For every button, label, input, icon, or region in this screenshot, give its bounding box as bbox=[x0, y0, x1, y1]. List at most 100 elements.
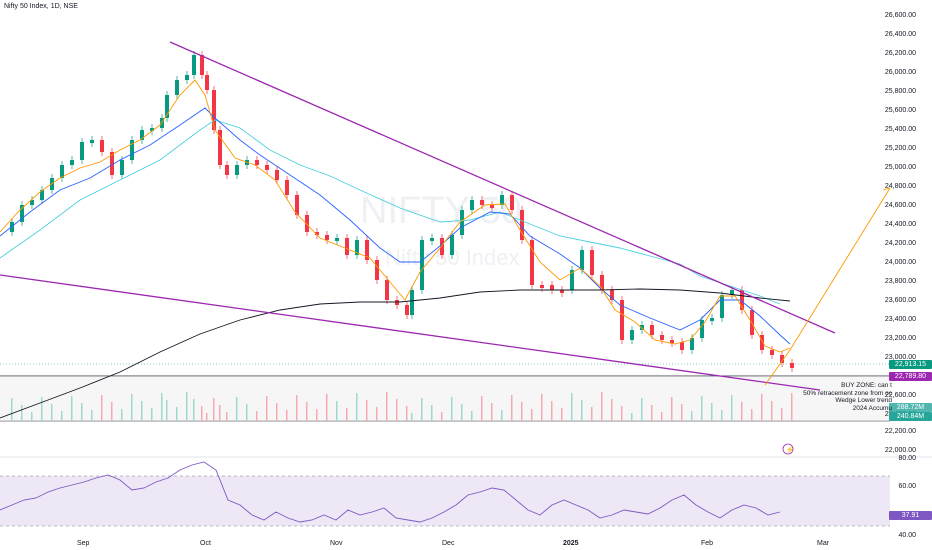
candle[interactable] bbox=[365, 240, 369, 260]
candle[interactable] bbox=[70, 160, 74, 165]
volume-bar bbox=[141, 401, 143, 421]
volume-bar bbox=[721, 410, 723, 421]
candle[interactable] bbox=[610, 290, 614, 300]
candle[interactable] bbox=[710, 318, 714, 321]
candle[interactable] bbox=[500, 195, 504, 205]
volume-bar bbox=[176, 407, 178, 421]
volume-bar bbox=[591, 407, 593, 421]
candle[interactable] bbox=[285, 180, 289, 195]
candle[interactable] bbox=[150, 128, 154, 131]
candle[interactable] bbox=[680, 342, 684, 350]
candle[interactable] bbox=[460, 210, 464, 235]
candle[interactable] bbox=[315, 232, 319, 235]
candle[interactable] bbox=[305, 215, 309, 232]
volume-bar bbox=[266, 396, 268, 421]
candlesticks[interactable] bbox=[10, 51, 794, 372]
candle[interactable] bbox=[405, 305, 409, 315]
candle[interactable] bbox=[235, 165, 239, 175]
candle[interactable] bbox=[720, 295, 724, 318]
candle[interactable] bbox=[212, 90, 216, 130]
volume-bar bbox=[61, 411, 63, 421]
candle[interactable] bbox=[255, 160, 259, 165]
volume-bar bbox=[651, 405, 653, 421]
candle[interactable] bbox=[90, 140, 94, 143]
candle[interactable] bbox=[430, 238, 434, 241]
candle[interactable] bbox=[660, 335, 664, 340]
candle[interactable] bbox=[410, 290, 414, 315]
candle[interactable] bbox=[160, 118, 164, 128]
candle[interactable] bbox=[540, 285, 544, 288]
candle[interactable] bbox=[750, 310, 754, 335]
candle[interactable] bbox=[530, 240, 534, 285]
time-label-nov: Nov bbox=[330, 540, 343, 547]
candle[interactable] bbox=[185, 75, 189, 80]
lightning-icon[interactable] bbox=[782, 443, 794, 455]
price-axis-label: 26,000.00 bbox=[884, 69, 916, 76]
candle[interactable] bbox=[560, 290, 564, 293]
candle[interactable] bbox=[440, 238, 444, 255]
volume-bar bbox=[781, 408, 783, 421]
candle[interactable] bbox=[120, 160, 124, 175]
level-badge: 22,789.80 bbox=[889, 372, 932, 381]
volume-bar bbox=[571, 393, 573, 421]
volume-bar bbox=[111, 402, 113, 421]
candle[interactable] bbox=[770, 350, 774, 355]
candle[interactable] bbox=[640, 325, 644, 330]
candle[interactable] bbox=[600, 275, 604, 290]
candle[interactable] bbox=[590, 250, 594, 275]
candle[interactable] bbox=[395, 300, 399, 305]
candle[interactable] bbox=[200, 55, 204, 75]
candle[interactable] bbox=[780, 355, 784, 363]
candle[interactable] bbox=[225, 165, 229, 175]
candle[interactable] bbox=[355, 240, 359, 255]
candle[interactable] bbox=[650, 325, 654, 335]
candle[interactable] bbox=[490, 205, 494, 208]
candle[interactable] bbox=[385, 280, 389, 300]
candle[interactable] bbox=[480, 200, 484, 205]
rsi-band bbox=[0, 476, 890, 526]
candle[interactable] bbox=[80, 142, 84, 160]
candle[interactable] bbox=[10, 222, 14, 232]
candle[interactable] bbox=[730, 290, 734, 295]
candle[interactable] bbox=[60, 165, 64, 178]
buy-zone-note[interactable]: BUY ZONE: can t 50% retracement zone fro… bbox=[803, 382, 892, 412]
candle[interactable] bbox=[510, 195, 514, 210]
candle[interactable] bbox=[30, 200, 34, 205]
candle[interactable] bbox=[140, 130, 144, 140]
candle[interactable] bbox=[100, 140, 104, 152]
candle[interactable] bbox=[110, 152, 114, 175]
candle[interactable] bbox=[550, 285, 554, 290]
candle[interactable] bbox=[218, 130, 222, 165]
candle[interactable] bbox=[325, 235, 329, 240]
candle[interactable] bbox=[690, 338, 694, 350]
candle[interactable] bbox=[740, 290, 744, 310]
candle[interactable] bbox=[760, 335, 764, 350]
candle[interactable] bbox=[40, 190, 44, 200]
candle[interactable] bbox=[700, 320, 704, 338]
candle[interactable] bbox=[205, 75, 209, 90]
candle[interactable] bbox=[420, 240, 424, 290]
candle[interactable] bbox=[295, 195, 299, 215]
candle[interactable] bbox=[790, 363, 794, 368]
candle[interactable] bbox=[630, 330, 634, 340]
candle[interactable] bbox=[165, 95, 169, 118]
candle[interactable] bbox=[192, 55, 196, 75]
candle[interactable] bbox=[620, 300, 624, 340]
candle[interactable] bbox=[20, 205, 24, 222]
candle[interactable] bbox=[580, 250, 584, 270]
volume-bar bbox=[791, 393, 793, 421]
candle[interactable] bbox=[375, 260, 379, 280]
candle[interactable] bbox=[275, 170, 279, 180]
candle[interactable] bbox=[670, 340, 674, 343]
candle[interactable] bbox=[470, 200, 474, 210]
candle[interactable] bbox=[130, 140, 134, 160]
candle[interactable] bbox=[175, 80, 179, 95]
candle[interactable] bbox=[345, 238, 349, 255]
candle[interactable] bbox=[520, 210, 524, 240]
candle[interactable] bbox=[335, 238, 339, 241]
candle[interactable] bbox=[570, 270, 574, 290]
candle[interactable] bbox=[265, 165, 269, 170]
candle[interactable] bbox=[450, 235, 454, 255]
